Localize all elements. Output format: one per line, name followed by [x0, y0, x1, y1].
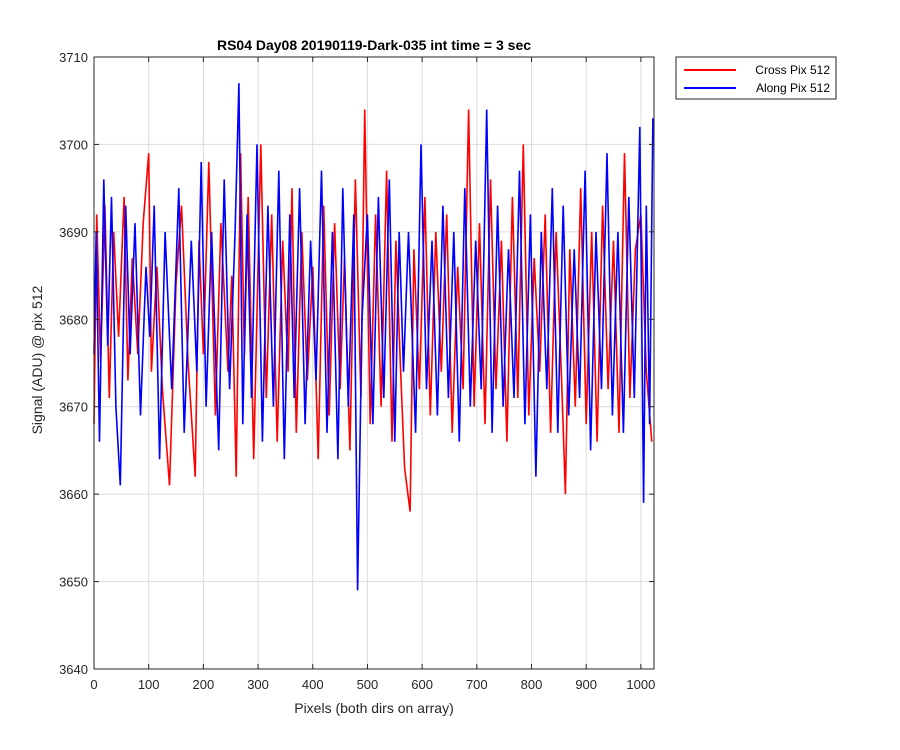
legend-label: Along Pix 512 — [756, 81, 830, 95]
series-line-cross-pix-512 — [93, 109, 653, 512]
y-tick-label: 3650 — [59, 575, 88, 590]
x-tick-label: 0 — [90, 677, 97, 692]
series-line-along-pix-512 — [93, 83, 654, 591]
legend: Cross Pix 512 Along Pix 512 — [675, 56, 837, 100]
y-tick-label: 3700 — [59, 137, 88, 152]
x-tick-label: 500 — [357, 677, 379, 692]
x-tick-label: 200 — [193, 677, 215, 692]
y-tick-label: 3670 — [59, 400, 88, 415]
x-tick-label: 400 — [302, 677, 324, 692]
x-tick-label: 800 — [521, 677, 543, 692]
y-tick-label: 3680 — [59, 312, 88, 327]
y-tick-label: 3710 — [59, 50, 88, 65]
x-tick-label: 700 — [466, 677, 488, 692]
x-tick-label: 900 — [575, 677, 597, 692]
legend-box — [675, 56, 837, 100]
y-tick-label: 3690 — [59, 225, 88, 240]
y-tick-label: 3660 — [59, 487, 88, 502]
x-tick-label: 1000 — [626, 677, 655, 692]
x-axis-label: Pixels (both dirs on array) — [294, 700, 454, 716]
x-tick-label: 300 — [247, 677, 269, 692]
legend-label: Cross Pix 512 — [755, 63, 830, 77]
x-tick-label: 600 — [411, 677, 433, 692]
axis-ticks: 0 100 200 300 400 500 600 700 800 900 1000 3640 3650… — [59, 50, 655, 692]
plot-area — [93, 83, 654, 591]
y-axis-label: Signal (ADU) @ pix 512 — [29, 285, 45, 434]
x-tick-label: 100 — [138, 677, 160, 692]
axes-box — [93, 56, 655, 670]
y-tick-label: 3640 — [59, 662, 88, 677]
chart-title: RS04 Day08 20190119-Dark-035 int time = … — [217, 37, 531, 53]
